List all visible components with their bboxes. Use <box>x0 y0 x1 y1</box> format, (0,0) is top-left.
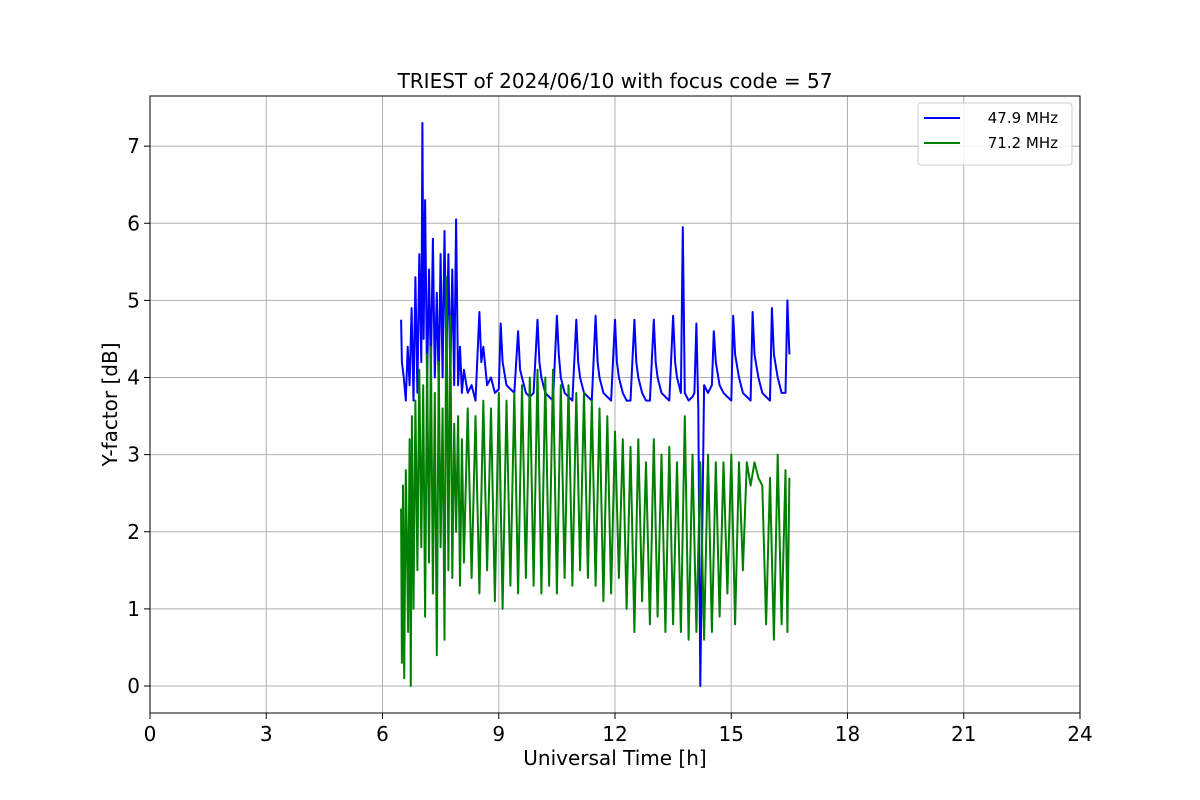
y-axis: 0 1 2 3 4 5 6 7 <box>127 134 150 698</box>
series-layer <box>400 122 791 687</box>
y-tick-label: 1 <box>127 597 140 621</box>
y-tick-label: 7 <box>127 134 140 158</box>
x-tick-label: 21 <box>951 722 976 746</box>
y-tick-label: 6 <box>127 211 140 235</box>
x-tick-label: 15 <box>719 722 744 746</box>
y-tick-label: 0 <box>127 674 140 698</box>
legend: 47.9 MHz 71.2 MHz <box>917 102 1073 166</box>
x-tick-label: 18 <box>835 722 860 746</box>
y-tick-label: 4 <box>127 366 140 390</box>
series-line-2 <box>400 276 791 687</box>
x-tick-label: 24 <box>1067 722 1092 746</box>
series-line-1 <box>400 122 791 687</box>
y-tick-label: 3 <box>127 443 140 467</box>
y-tick-label: 5 <box>127 288 140 312</box>
x-tick-label: 3 <box>260 722 273 746</box>
x-tick-label: 0 <box>144 722 157 746</box>
y-tick-label: 2 <box>127 520 140 544</box>
x-tick-label: 6 <box>376 722 389 746</box>
x-tick-label: 9 <box>492 722 505 746</box>
chart-title: TRIEST of 2024/06/10 with focus code = 5… <box>397 69 833 93</box>
y-axis-label: Y-factor [dB] <box>98 342 122 467</box>
x-axis-label: Universal Time [h] <box>523 746 706 770</box>
legend-label-1: 47.9 MHz <box>988 109 1058 127</box>
x-axis: 0 3 6 9 12 15 18 21 24 <box>144 713 1093 746</box>
legend-label-2: 71.2 MHz <box>988 134 1058 152</box>
x-tick-label: 12 <box>602 722 627 746</box>
